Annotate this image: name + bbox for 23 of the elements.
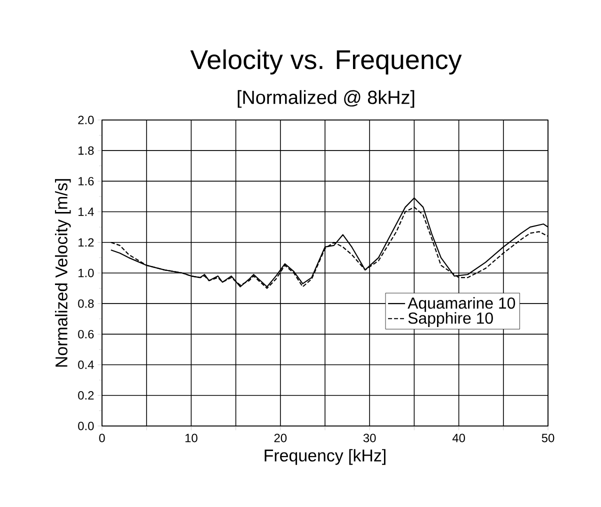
y-axis-title: Normalized Velocity [m/s] [54, 179, 71, 367]
chart-title: Velocity vs. Frequency [190, 49, 462, 75]
x-tick-label: 0 [99, 434, 105, 442]
y-tick-label: 0.6 [78, 330, 94, 338]
y-tick-label: 1.6 [78, 176, 94, 186]
y-tick-label: 0.0 [78, 422, 94, 430]
x-tick-label: 50 [542, 434, 554, 442]
x-tick-label: 20 [274, 434, 287, 442]
x-axis-title: Frequency [kHz] [264, 449, 386, 465]
legend-label: Sapphire 10 [408, 312, 493, 327]
y-tick-label: 1.0 [78, 268, 94, 278]
x-tick-label: 10 [185, 434, 198, 442]
x-tick-label: 40 [452, 434, 465, 442]
y-tick-label: 2.0 [78, 116, 94, 124]
y-tick-label: 0.2 [78, 391, 94, 400]
legend-label: Aquamarine 10 [408, 297, 516, 312]
y-tick-label: 1.2 [78, 238, 94, 247]
y-tick-label: 1.8 [78, 146, 94, 155]
x-tick-label: 30 [363, 434, 376, 442]
y-tick-label: 0.8 [78, 299, 94, 308]
y-tick-label: 0.4 [78, 360, 94, 370]
y-tick-label: 1.4 [78, 208, 94, 216]
chart-subtitle: [Normalized @ 8kHz] [238, 90, 414, 108]
